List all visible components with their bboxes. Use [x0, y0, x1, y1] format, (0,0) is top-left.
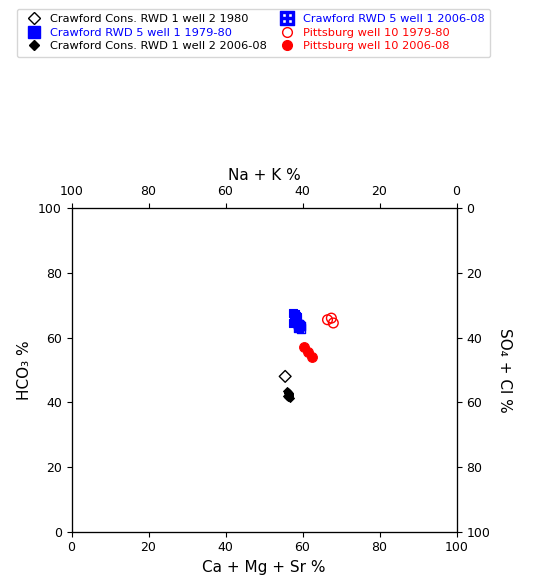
Point — [290, 310, 299, 320]
Point — [289, 318, 298, 328]
Point — [329, 318, 338, 328]
Point — [291, 317, 300, 326]
Point — [284, 387, 293, 397]
Point — [285, 392, 294, 401]
Point — [300, 343, 309, 352]
Point — [294, 319, 302, 328]
Point — [283, 386, 292, 395]
Point — [283, 393, 292, 402]
Point — [284, 390, 293, 399]
Point — [293, 314, 302, 324]
X-axis label: Na + K %: Na + K % — [228, 168, 300, 183]
Point — [291, 310, 300, 319]
Point — [296, 324, 305, 333]
Point — [283, 388, 292, 397]
Point — [290, 317, 299, 327]
Point — [294, 320, 303, 329]
Point — [285, 391, 294, 401]
Point — [294, 323, 303, 332]
Point — [284, 390, 293, 399]
Point — [284, 389, 293, 398]
Legend: Crawford Cons. RWD 1 well 2 1980, Crawford RWD 5 well 1 1979-80, Crawford Cons. : Crawford Cons. RWD 1 well 2 1980, Crawfo… — [16, 9, 491, 57]
Point — [293, 318, 301, 328]
Point — [295, 321, 304, 330]
X-axis label: Ca + Mg + Sr %: Ca + Mg + Sr % — [202, 560, 326, 575]
Point — [327, 313, 336, 323]
Point — [290, 315, 299, 324]
Y-axis label: SO₄ + Cl %: SO₄ + Cl % — [497, 328, 512, 412]
Point — [290, 313, 299, 323]
Point — [288, 309, 297, 318]
Point — [292, 311, 300, 320]
Point — [281, 372, 290, 381]
Point — [323, 315, 332, 324]
Point — [292, 316, 301, 325]
Y-axis label: HCO₃ %: HCO₃ % — [18, 340, 32, 400]
Point — [308, 353, 317, 362]
Point — [285, 388, 294, 398]
Point — [295, 323, 304, 332]
Point — [304, 347, 312, 357]
Point — [283, 391, 292, 401]
Point — [296, 321, 305, 331]
Point — [293, 312, 301, 321]
Point — [284, 388, 293, 397]
Point — [285, 394, 294, 403]
